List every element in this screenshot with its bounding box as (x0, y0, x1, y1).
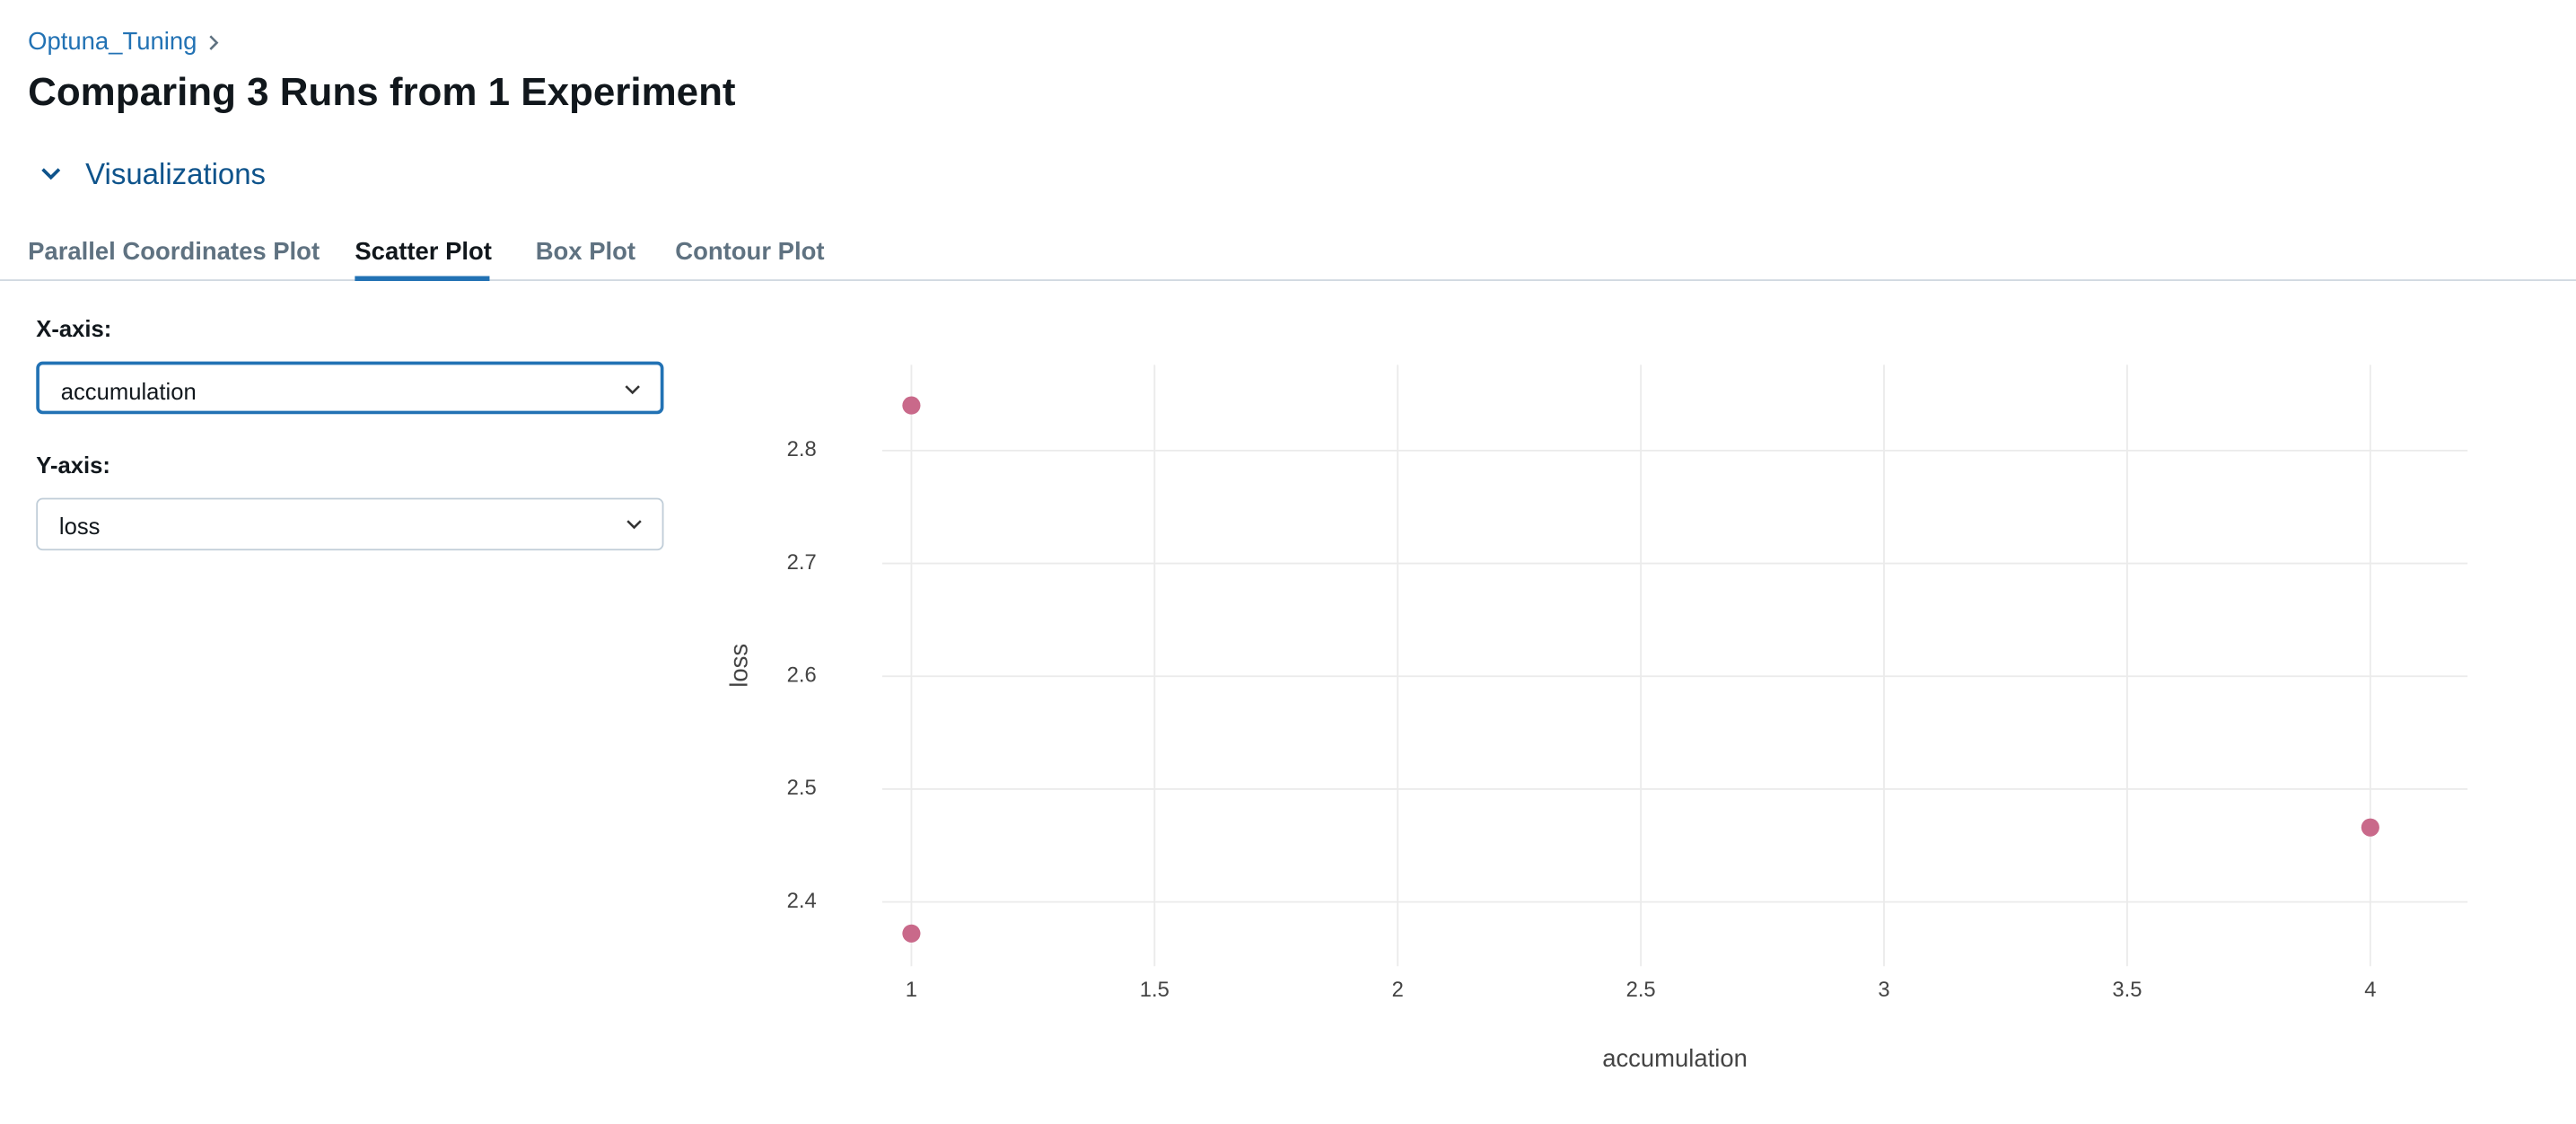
y-tick-label: 2.5 (787, 776, 817, 800)
x-tick-label: 1.5 (1140, 978, 1170, 1002)
y-tick-label: 2.7 (787, 550, 817, 575)
x-axis-title: accumulation (1602, 1044, 1748, 1072)
section-toggle[interactable]: Visualizations (85, 157, 267, 191)
y-tick-label: 2.6 (787, 663, 817, 688)
x-axis-label: X-axis: (36, 315, 112, 342)
point (902, 396, 921, 415)
y-axis-select[interactable]: loss (36, 497, 664, 551)
x-tick-label: 1 (906, 978, 917, 1002)
x-tick-label: 2.5 (1626, 978, 1656, 1002)
select-value: accumulation (60, 377, 197, 405)
breadcrumb-link[interactable]: Optuna_Tuning (28, 28, 197, 57)
x-tick-label: 4 (2364, 978, 2376, 1002)
tab[interactable]: Parallel Coordinates Plot (28, 238, 320, 267)
tab[interactable]: Scatter Plot (355, 238, 492, 267)
breadcrumb-chevron (209, 35, 219, 50)
collapse-icon[interactable] (39, 164, 63, 184)
point (902, 924, 921, 943)
page-title: Comparing 3 Runs from 1 Experiment (28, 70, 736, 116)
select-chevron (626, 520, 642, 530)
point (2361, 818, 2379, 837)
tab-indicator (355, 276, 490, 281)
tab[interactable]: Box Plot (535, 238, 636, 267)
y-tick-label: 2.8 (787, 437, 817, 461)
y-axis-label: Y-axis: (36, 452, 110, 479)
y-tick-label: 2.4 (787, 889, 817, 913)
tab-divider (0, 279, 2576, 281)
select-chevron (625, 385, 640, 395)
x-tick-label: 2 (1392, 978, 1404, 1002)
y-axis-title: loss (725, 644, 753, 688)
x-tick-label: 3 (1878, 978, 1889, 1002)
x-axis-select[interactable]: accumulation (36, 361, 664, 415)
select-value: loss (58, 513, 101, 540)
tab[interactable]: Contour Plot (675, 238, 825, 267)
x-tick-label: 3.5 (2112, 978, 2142, 1002)
